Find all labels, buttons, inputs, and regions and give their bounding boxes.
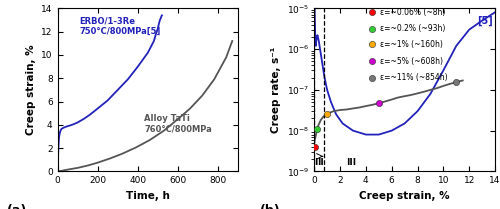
Text: ε=~0.06% (~8h): ε=~0.06% (~8h) xyxy=(380,8,446,17)
Text: ε=~11% (~854h): ε=~11% (~854h) xyxy=(380,73,448,82)
Y-axis label: Creep rate, s⁻¹: Creep rate, s⁻¹ xyxy=(271,47,281,133)
X-axis label: Creep strain, %: Creep strain, % xyxy=(360,191,450,201)
Text: (a): (a) xyxy=(7,204,27,209)
Text: ERBO/1-3Re
750°C/800MPa[5]: ERBO/1-3Re 750°C/800MPa[5] xyxy=(79,17,160,36)
Text: (b): (b) xyxy=(260,204,280,209)
X-axis label: Time, h: Time, h xyxy=(126,191,170,201)
Text: III: III xyxy=(346,158,356,167)
Text: I: I xyxy=(314,158,318,167)
Text: II: II xyxy=(318,158,324,167)
Text: ε=~1% (~160h): ε=~1% (~160h) xyxy=(380,40,443,49)
Text: Alloy TaTi
760°C/800MPa: Alloy TaTi 760°C/800MPa xyxy=(144,114,212,134)
Text: ε=~5% (~608h): ε=~5% (~608h) xyxy=(380,57,443,66)
Text: [5]: [5] xyxy=(476,15,492,26)
Y-axis label: Creep strain, %: Creep strain, % xyxy=(26,45,36,135)
Text: ε=~0.2% (~93h): ε=~0.2% (~93h) xyxy=(380,24,446,33)
